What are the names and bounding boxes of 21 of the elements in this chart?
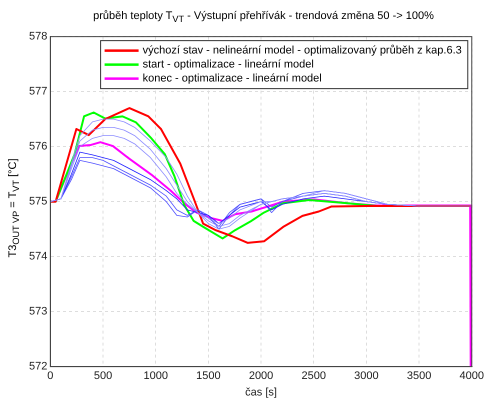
- x-tick-label: 0: [47, 370, 54, 382]
- legend-label: start - optimalizace - lineární model: [142, 58, 314, 71]
- y-tick-label: 574: [28, 250, 48, 263]
- y-tick-label: 577: [28, 86, 48, 98]
- y-tick-label: 573: [28, 306, 48, 318]
- legend-label: konec - optimalizace - lineární model: [142, 72, 322, 85]
- x-tick-label: 500: [94, 370, 112, 382]
- x-tick-label: 1500: [196, 370, 221, 382]
- x-tick-label: 4000: [460, 370, 484, 382]
- x-axis-title: čas [s]: [245, 386, 277, 398]
- x-tick-label: 3000: [354, 370, 379, 382]
- x-tick-label: 2500: [301, 370, 326, 382]
- legend-label: výchozí stav - nelineární model - optimalizovaný průběh z kap.6.3: [142, 44, 462, 57]
- x-tick-label: 1000: [143, 370, 168, 382]
- y-tick-label: 575: [28, 196, 48, 208]
- chart-title: průběh teploty T$_{VT}$ - Výstupní přehřívák - trendová změna 50 -> 100%: [92, 10, 435, 24]
- x-tick-label: 3500: [406, 370, 432, 382]
- y-tick-label: 576: [28, 140, 48, 153]
- y-tick-label: 578: [28, 30, 48, 43]
- y-tick-label: 572: [28, 360, 48, 373]
- x-tick-label: 2000: [248, 370, 274, 382]
